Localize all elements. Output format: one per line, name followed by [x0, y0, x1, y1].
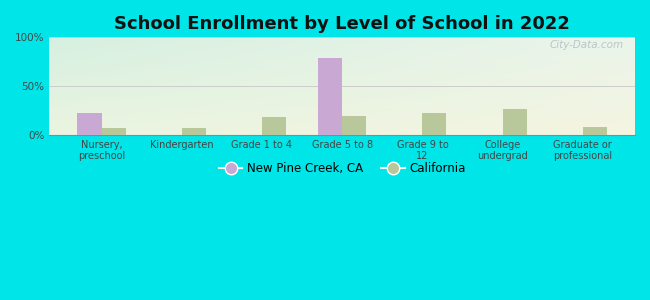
Bar [318, 58, 342, 135]
Bar [422, 113, 447, 135]
Legend: New Pine Creek, CA, California: New Pine Creek, CA, California [214, 157, 471, 180]
Bar [342, 116, 366, 135]
Title: School Enrollment by Level of School in 2022: School Enrollment by Level of School in … [114, 15, 570, 33]
Bar [583, 127, 607, 135]
Bar [101, 128, 125, 135]
Bar [182, 128, 206, 135]
Bar [77, 113, 101, 135]
Text: City-Data.com: City-Data.com [549, 40, 623, 50]
Bar [502, 110, 526, 135]
Bar [262, 117, 286, 135]
